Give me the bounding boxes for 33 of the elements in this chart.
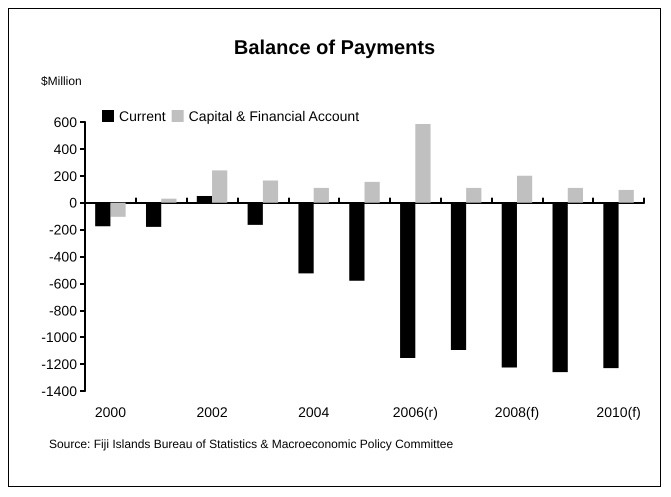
x-tick-label: 2000	[94, 404, 126, 420]
bar	[161, 198, 176, 203]
source-note: Source: Fiji Islands Bureau of Statistics & Macroeconomic Policy Committee	[49, 437, 454, 451]
legend-label: Capital & Financial Account	[188, 108, 360, 124]
bar	[415, 124, 431, 203]
y-tick-label: 0	[69, 194, 78, 211]
x-tick-label: 2010(f)	[596, 404, 641, 420]
x-tick-label: 2008(f)	[494, 404, 540, 420]
y-tick-label: 600	[54, 114, 78, 130]
y-tick-label: -1400	[41, 383, 78, 399]
bar	[466, 188, 482, 203]
bar	[212, 170, 228, 203]
y-tick-label: 400	[54, 140, 78, 157]
bar	[516, 176, 532, 203]
bar	[568, 188, 584, 203]
y-axis-title: $Million	[41, 74, 82, 88]
y-tick-label: -400	[48, 248, 78, 264]
bar	[110, 202, 126, 217]
y-tick-label: -200	[48, 222, 78, 238]
x-tick-label: 2006(r)	[392, 404, 438, 420]
y-tick-label: 200	[54, 168, 78, 184]
bar	[314, 188, 329, 203]
chart-title: Balance of Payments	[234, 37, 436, 59]
x-tick-label: 2002	[196, 404, 228, 420]
bar	[262, 180, 278, 203]
legend-label: Current	[119, 108, 166, 124]
bar	[618, 190, 634, 203]
y-tick-label: -800	[48, 302, 78, 318]
x-tick-label: 2004	[298, 404, 330, 420]
bar	[364, 182, 380, 203]
y-tick-label: -1000	[41, 329, 78, 346]
y-tick-label: -600	[48, 275, 78, 292]
y-tick-label: -1200	[41, 356, 78, 372]
